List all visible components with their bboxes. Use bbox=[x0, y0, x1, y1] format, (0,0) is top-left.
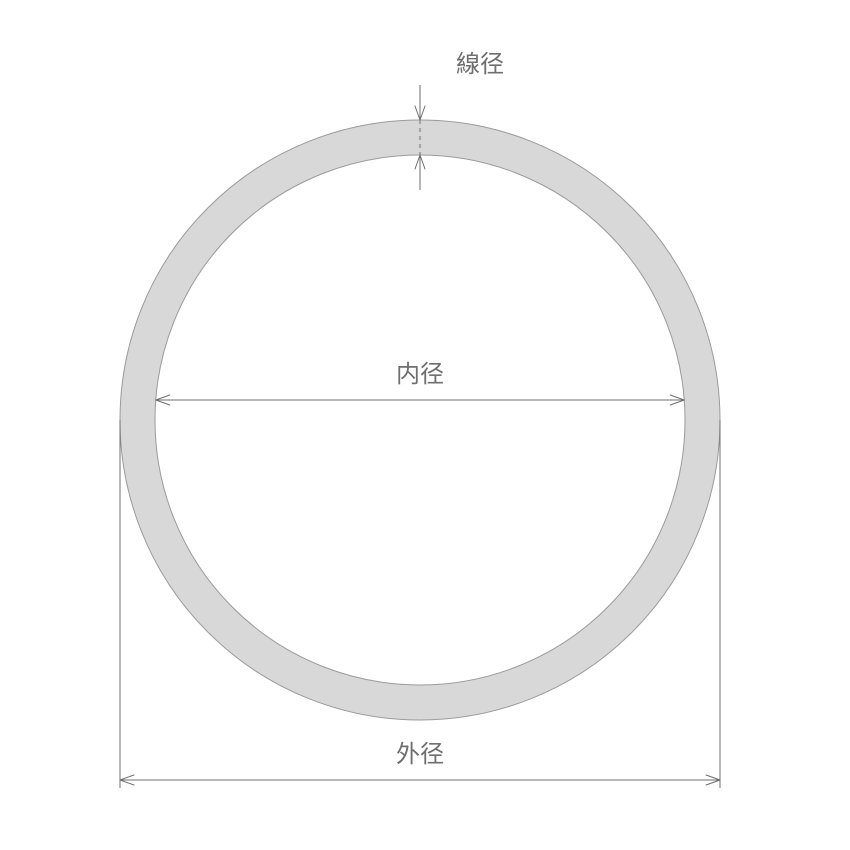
inner-diameter-label: 内径 bbox=[396, 361, 444, 388]
wire-diameter-label: 線径 bbox=[456, 51, 504, 78]
ring-shape bbox=[120, 120, 720, 720]
ring-dimension-diagram: 線径内径外径 bbox=[0, 0, 850, 850]
outer-diameter-label: 外径 bbox=[396, 741, 444, 768]
